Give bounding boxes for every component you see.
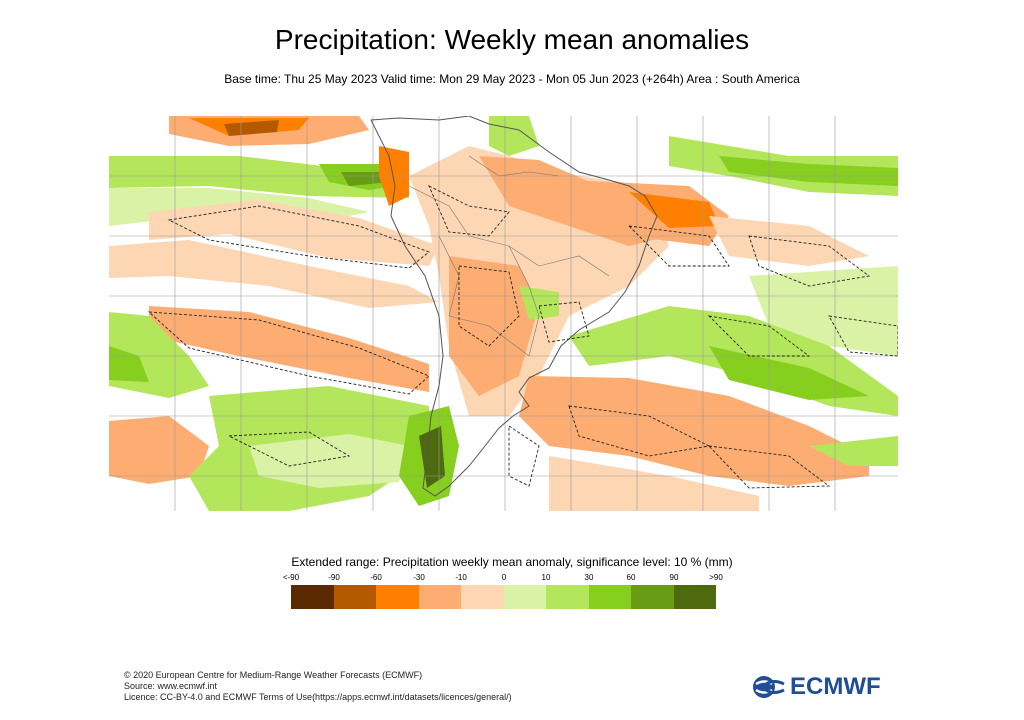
anomaly-area-dry xyxy=(109,416,209,484)
anomaly-area-dry xyxy=(449,256,539,396)
legend-color-swatch xyxy=(673,585,716,609)
anomaly-area-very-wet xyxy=(341,172,391,186)
legend-color-swatch xyxy=(631,585,674,609)
anomaly-area-drier xyxy=(629,192,719,228)
ecmwf-logo-text: ECMWF xyxy=(790,673,881,700)
anomaly-area-wet xyxy=(109,156,409,198)
legend-title: Extended range: Precipitation weekly mea… xyxy=(291,555,733,569)
legend-color-bar xyxy=(291,585,716,609)
legend-color-swatch xyxy=(461,585,504,609)
anomaly-area-slightly-dry xyxy=(549,456,759,511)
legend-color-swatch xyxy=(418,585,461,609)
anomaly-area-wetter xyxy=(109,346,149,382)
south-america-coastline xyxy=(370,116,658,497)
anomaly-area-wet xyxy=(809,436,898,466)
legend-tick: 30 xyxy=(584,573,594,582)
legend-color-swatch xyxy=(376,585,419,609)
legend-tick: 10 xyxy=(541,573,551,582)
anomaly-area-slightly-wet xyxy=(249,434,409,488)
legend-color-swatch xyxy=(333,585,376,609)
legend-ticks: <-90 -90 -60 -30 -10 0 10 30 60 90 >90 xyxy=(272,573,742,585)
legend-color-swatch xyxy=(291,585,334,609)
legend-tick: -90 xyxy=(328,573,340,582)
legend-tick: <-90 xyxy=(282,573,300,582)
anomaly-area-slightly-dry xyxy=(109,240,439,308)
map-grid xyxy=(109,116,898,511)
legend-color-swatch xyxy=(503,585,546,609)
ecmwf-logo-icon xyxy=(753,676,785,698)
legend-color-swatch xyxy=(588,585,631,609)
anomaly-area-slightly-dry xyxy=(149,200,439,266)
anomaly-area-wetter xyxy=(709,346,869,400)
anomaly-area-wetter xyxy=(719,156,898,186)
country-borders xyxy=(408,155,610,357)
anomaly-area-very-dry xyxy=(224,120,279,136)
map-subtitle: Base time: Thu 25 May 2023 Valid time: M… xyxy=(224,72,800,86)
footer-source: Source: www.ecmwf.int xyxy=(124,681,218,691)
legend-color-swatch xyxy=(546,585,589,609)
legend-tick: 0 xyxy=(501,573,507,582)
map-svg xyxy=(109,116,898,511)
anomaly-area-slightly-wet xyxy=(749,266,898,356)
anomaly-map xyxy=(109,116,898,511)
significance-contours xyxy=(147,185,898,489)
footer-licence: Licence: CC-BY-4.0 and ECMWF Terms of Us… xyxy=(124,692,512,702)
legend-tick: -60 xyxy=(370,573,382,582)
anomaly-area-dry xyxy=(149,306,429,392)
anomaly-area-very-wet xyxy=(419,426,445,488)
legend-tick: 60 xyxy=(626,573,636,582)
legend-tick: >90 xyxy=(709,573,723,582)
anomaly-area-dry xyxy=(569,180,729,246)
anomaly-area-wet xyxy=(519,286,559,320)
legend-tick: -10 xyxy=(455,573,467,582)
ecmwf-logo: ECMWF xyxy=(752,673,881,700)
footer-credits: © 2020 European Centre for Medium-Range … xyxy=(124,670,512,703)
legend-tick: -30 xyxy=(413,573,425,582)
page-title: Precipitation: Weekly mean anomalies xyxy=(274,24,750,55)
anomaly-fields xyxy=(109,116,898,511)
footer-copyright: © 2020 European Centre for Medium-Range … xyxy=(124,670,423,680)
legend-tick: 90 xyxy=(669,573,679,582)
anomaly-area-dry xyxy=(519,376,869,486)
